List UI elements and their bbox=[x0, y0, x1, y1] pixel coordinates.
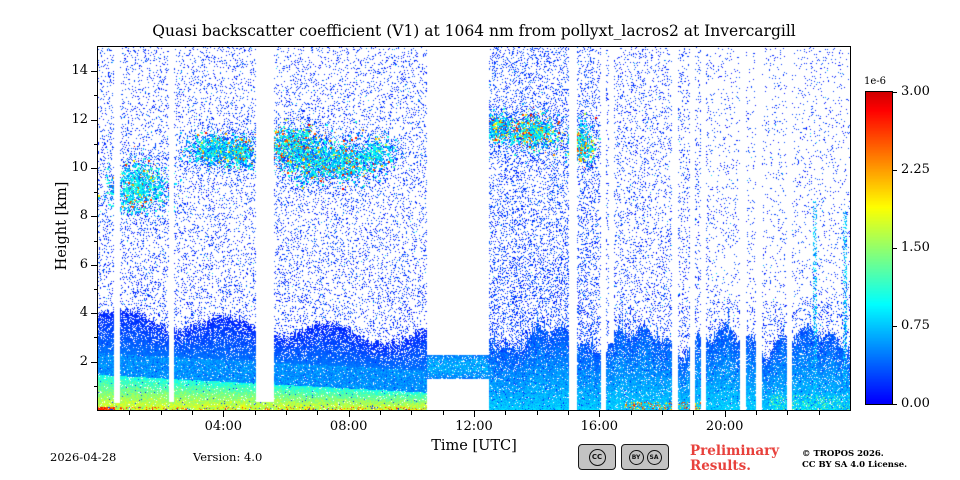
colorbar-tick-label: 2.25 bbox=[901, 162, 930, 177]
x-tick-label: 08:00 bbox=[329, 419, 368, 434]
y-major-tick bbox=[91, 265, 97, 266]
colorbar-tick-label: 0.75 bbox=[901, 318, 930, 333]
cc-badge: CC bbox=[578, 444, 616, 470]
colorbar-scale-label: 1e-6 bbox=[864, 76, 887, 87]
y-minor-tick bbox=[93, 289, 97, 290]
y-major-tick bbox=[91, 120, 97, 121]
x-minor-tick bbox=[693, 411, 694, 415]
colorbar-tick bbox=[893, 404, 897, 405]
y-tick-label: 14 bbox=[71, 63, 88, 79]
copyright-line1: © TROPOS 2026. bbox=[802, 449, 884, 459]
y-minor-tick bbox=[93, 337, 97, 338]
colorbar-tick-label: 3.00 bbox=[901, 84, 930, 99]
x-minor-tick bbox=[129, 411, 130, 415]
colorbar-tick-label: 0.00 bbox=[901, 396, 930, 411]
y-tick-label: 12 bbox=[71, 111, 88, 127]
preliminary-line1: Preliminary bbox=[690, 443, 780, 459]
x-major-tick bbox=[474, 411, 475, 417]
y-major-tick bbox=[91, 362, 97, 363]
x-minor-tick bbox=[192, 411, 193, 415]
x-tick-label: 12:00 bbox=[455, 419, 493, 434]
y-tick-label: 4 bbox=[79, 305, 88, 321]
colorbar-tick bbox=[893, 170, 897, 171]
colorbar bbox=[865, 91, 893, 405]
y-major-tick bbox=[91, 216, 97, 217]
y-axis-label: Height [km] bbox=[54, 181, 70, 271]
y-minor-tick bbox=[93, 95, 97, 96]
x-major-tick bbox=[599, 411, 600, 417]
colorbar-tick bbox=[893, 248, 897, 249]
x-tick-label: 16:00 bbox=[580, 419, 619, 434]
cc-icon: CC bbox=[588, 448, 606, 466]
x-minor-tick bbox=[161, 411, 162, 415]
x-minor-tick bbox=[411, 411, 412, 415]
y-major-tick bbox=[91, 168, 97, 169]
y-major-tick bbox=[91, 313, 97, 314]
preliminary-results-label: Preliminary Results. bbox=[690, 444, 779, 474]
y-minor-tick bbox=[93, 144, 97, 145]
y-minor-tick bbox=[93, 192, 97, 193]
x-minor-tick bbox=[380, 411, 381, 415]
colorbar-tick-label: 1.50 bbox=[901, 240, 930, 255]
date-label: 2026-04-28 bbox=[50, 450, 117, 464]
cc-sa-icon: SA bbox=[646, 449, 662, 465]
y-tick-label: 10 bbox=[71, 160, 88, 175]
copyright-line2: CC BY SA 4.0 License. bbox=[802, 460, 908, 470]
x-major-tick bbox=[349, 411, 350, 417]
colorbar-tick bbox=[893, 92, 897, 93]
x-minor-tick bbox=[443, 411, 444, 415]
y-tick-label: 8 bbox=[79, 208, 88, 224]
cc-by-icon: BY bbox=[628, 449, 644, 465]
x-minor-tick bbox=[662, 411, 663, 415]
x-minor-tick bbox=[537, 411, 538, 415]
x-tick-label: 04:00 bbox=[204, 419, 243, 434]
cc-license-badges: CC BY SA bbox=[578, 444, 669, 470]
x-minor-tick bbox=[286, 411, 287, 415]
y-minor-tick bbox=[93, 241, 97, 242]
x-minor-tick bbox=[317, 411, 318, 415]
x-major-tick bbox=[223, 411, 224, 417]
preliminary-line2: Results. bbox=[690, 458, 751, 474]
colorbar-canvas bbox=[866, 92, 892, 404]
y-major-tick bbox=[91, 71, 97, 72]
x-minor-tick bbox=[568, 411, 569, 415]
x-minor-tick bbox=[787, 411, 788, 415]
x-tick-label: 20:00 bbox=[705, 419, 744, 434]
x-axis-label: Time [UTC] bbox=[431, 438, 517, 454]
x-minor-tick bbox=[505, 411, 506, 415]
y-tick-label: 2 bbox=[79, 353, 88, 369]
version-label: Version: 4.0 bbox=[193, 450, 263, 464]
x-minor-tick bbox=[756, 411, 757, 415]
heatmap-canvas bbox=[98, 47, 850, 410]
colorbar-tick bbox=[893, 326, 897, 327]
cc-by-sa-badge: BY SA bbox=[621, 444, 669, 470]
plot-title: Quasi backscatter coefficient (V1) at 10… bbox=[152, 22, 796, 40]
x-minor-tick bbox=[631, 411, 632, 415]
x-minor-tick bbox=[255, 411, 256, 415]
plot-area bbox=[97, 46, 851, 411]
x-minor-tick bbox=[819, 411, 820, 415]
x-major-tick bbox=[725, 411, 726, 417]
y-minor-tick bbox=[93, 386, 97, 387]
y-tick-label: 6 bbox=[79, 256, 88, 272]
copyright-label: © TROPOS 2026. CC BY SA 4.0 License. bbox=[802, 449, 907, 471]
